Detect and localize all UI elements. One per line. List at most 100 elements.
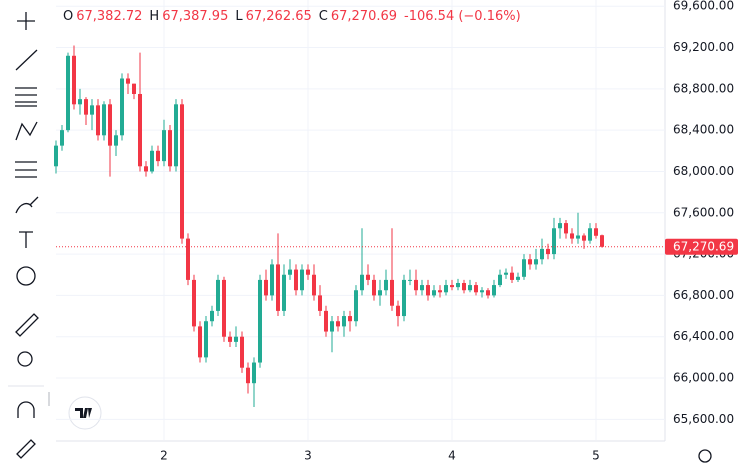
x-tick-label: 3 (304, 449, 312, 463)
candle-body (150, 150, 154, 172)
magnet-tool[interactable] (17, 401, 35, 418)
candle-body (156, 150, 160, 162)
candle-body (258, 279, 262, 363)
fib-tool[interactable] (15, 87, 37, 107)
candle-body (180, 104, 184, 239)
candle-body (414, 279, 418, 291)
candle-body (348, 316, 352, 322)
candle-body (132, 83, 136, 94)
candle-body (204, 321, 208, 358)
candle-body (306, 269, 310, 275)
candle-body (588, 228, 592, 241)
x-tick-label: 5 (592, 449, 600, 463)
toolbar (8, 12, 50, 459)
candle-body (294, 269, 298, 291)
candle-body (234, 336, 238, 342)
candle-body (162, 130, 166, 162)
lock-tool[interactable] (16, 439, 36, 459)
candle-body (138, 93, 142, 167)
candle-body (216, 279, 220, 311)
candle-body (210, 310, 214, 322)
candle-body (120, 78, 124, 136)
candle-body (540, 248, 544, 260)
grid (56, 0, 665, 440)
candle-body (510, 272, 514, 280)
candle-body (426, 285, 430, 296)
y-tick-label: 66,000.00 (673, 371, 734, 385)
last-price-tag (665, 238, 738, 255)
x-tick-label: 4 (448, 449, 456, 463)
candle-body (390, 279, 394, 306)
high-value: 67,387.95 (162, 9, 229, 24)
candle-body (114, 135, 118, 146)
brush-tool[interactable] (15, 196, 39, 214)
candle-body (480, 290, 484, 293)
candle-body (378, 290, 382, 296)
candle-body (402, 279, 406, 317)
candle-body (576, 235, 580, 239)
emoji-tool[interactable] (16, 266, 36, 286)
candle-body (252, 362, 256, 384)
candle-body (264, 279, 268, 296)
candle-body (504, 272, 508, 275)
candle-body (96, 105, 100, 136)
candle-body (246, 367, 250, 384)
candle-body (342, 316, 346, 327)
candle-body (354, 290, 358, 322)
candle-body (300, 269, 304, 291)
zoom-tool[interactable] (17, 351, 33, 367)
last-price-label: 67,270.69 (673, 239, 734, 253)
ohlc-header: O 67,382.72 H 67,387.95 L 67,262.65 C 67,270… (63, 9, 525, 24)
candle-body (168, 130, 172, 167)
forecast-tool[interactable] (15, 161, 37, 178)
candle-body (222, 279, 226, 337)
candle-body (174, 104, 178, 167)
open-value: 67,382.72 (76, 9, 143, 24)
candle-body (90, 105, 94, 115)
candle-body (456, 283, 460, 288)
candle-body (366, 274, 370, 280)
candle-body (60, 130, 64, 146)
candle-body (270, 264, 274, 296)
pattern-tool[interactable] (15, 121, 38, 141)
y-tick-label: 68,000.00 (673, 164, 734, 178)
y-tick-label: 66,400.00 (673, 329, 734, 343)
low-key: L (235, 9, 243, 24)
candle-body (198, 326, 202, 358)
close-key: C (318, 9, 328, 24)
candle-body (282, 274, 286, 311)
high-key: H (149, 9, 160, 24)
candle-body (600, 235, 604, 247)
y-tick-label: 69,600.00 (673, 0, 734, 13)
candle-body (468, 285, 472, 291)
crosshair-tool[interactable] (17, 12, 35, 30)
candle-body (336, 321, 340, 327)
candle-body (372, 279, 376, 296)
line-tool[interactable] (15, 49, 38, 71)
y-tick-label: 68,800.00 (673, 81, 734, 95)
candle-body (582, 235, 586, 241)
candle-body (408, 279, 412, 281)
candle-body (528, 259, 532, 265)
candle-body (192, 279, 196, 327)
candle-body (420, 285, 424, 291)
candle-body (78, 99, 82, 105)
y-tick-label: 66,800.00 (673, 288, 734, 302)
ruler-tool[interactable] (15, 313, 39, 337)
candle-body (102, 104, 106, 136)
candle-body (144, 166, 148, 172)
y-tick-label: 68,400.00 (673, 123, 734, 137)
candle-body (108, 104, 112, 146)
open-key: O (63, 9, 74, 24)
candle-body (312, 274, 316, 296)
candle-body (546, 248, 550, 255)
candle-body (474, 285, 478, 293)
candle-body (330, 321, 334, 332)
candle-body (522, 259, 526, 277)
candle-body (288, 269, 292, 275)
settings-icon[interactable] (698, 449, 712, 463)
text-tool[interactable] (19, 231, 33, 248)
y-tick-label: 65,600.00 (673, 412, 734, 426)
